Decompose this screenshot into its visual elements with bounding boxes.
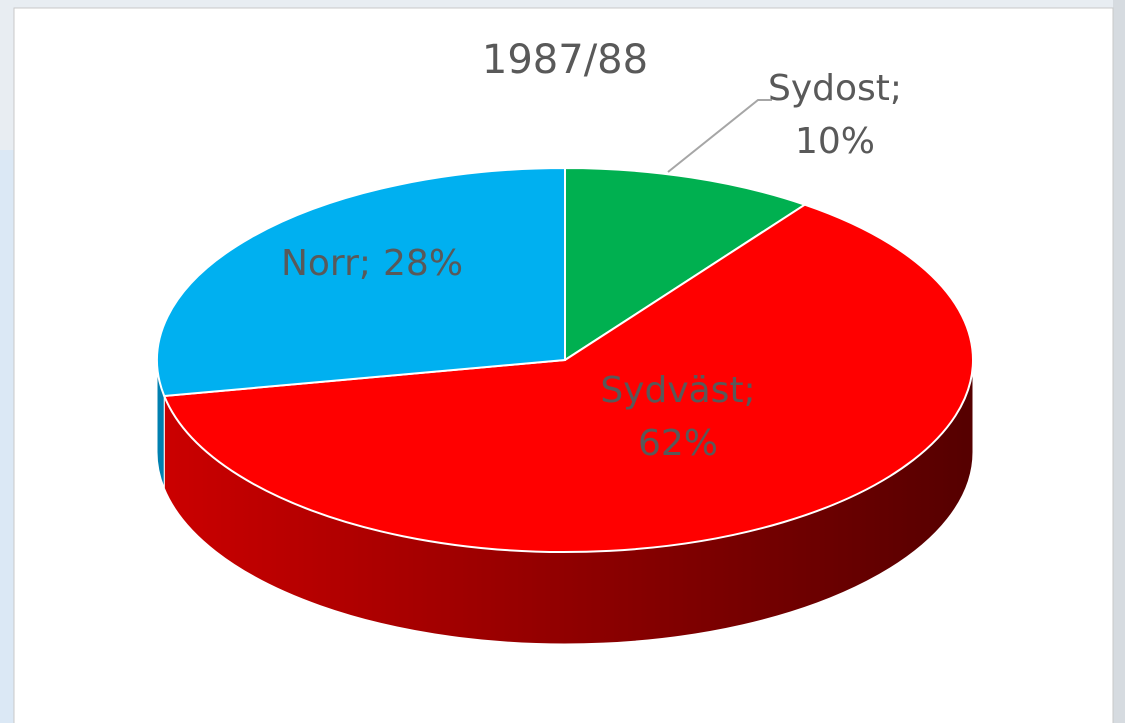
value-label: 28% [383, 243, 463, 284]
category-label: Norr; [281, 243, 371, 284]
slice [156, 166, 566, 398]
category-label: Sydost; [768, 68, 902, 109]
pie [156, 166, 974, 645]
data-label: Sydväst; 62% [600, 370, 755, 464]
side-panel [0, 150, 14, 723]
leader-line [667, 99, 772, 173]
right-panel [1113, 0, 1125, 723]
value-label: 62% [638, 423, 718, 464]
value-label: 10% [795, 121, 875, 162]
slice [564, 166, 808, 362]
chart-title: 1987/88 [482, 37, 648, 83]
category-label: Sydväst; [600, 370, 755, 411]
data-label: Norr; 28% [281, 243, 463, 284]
data-label: Sydost; 10% [768, 68, 902, 162]
slice [162, 203, 974, 553]
